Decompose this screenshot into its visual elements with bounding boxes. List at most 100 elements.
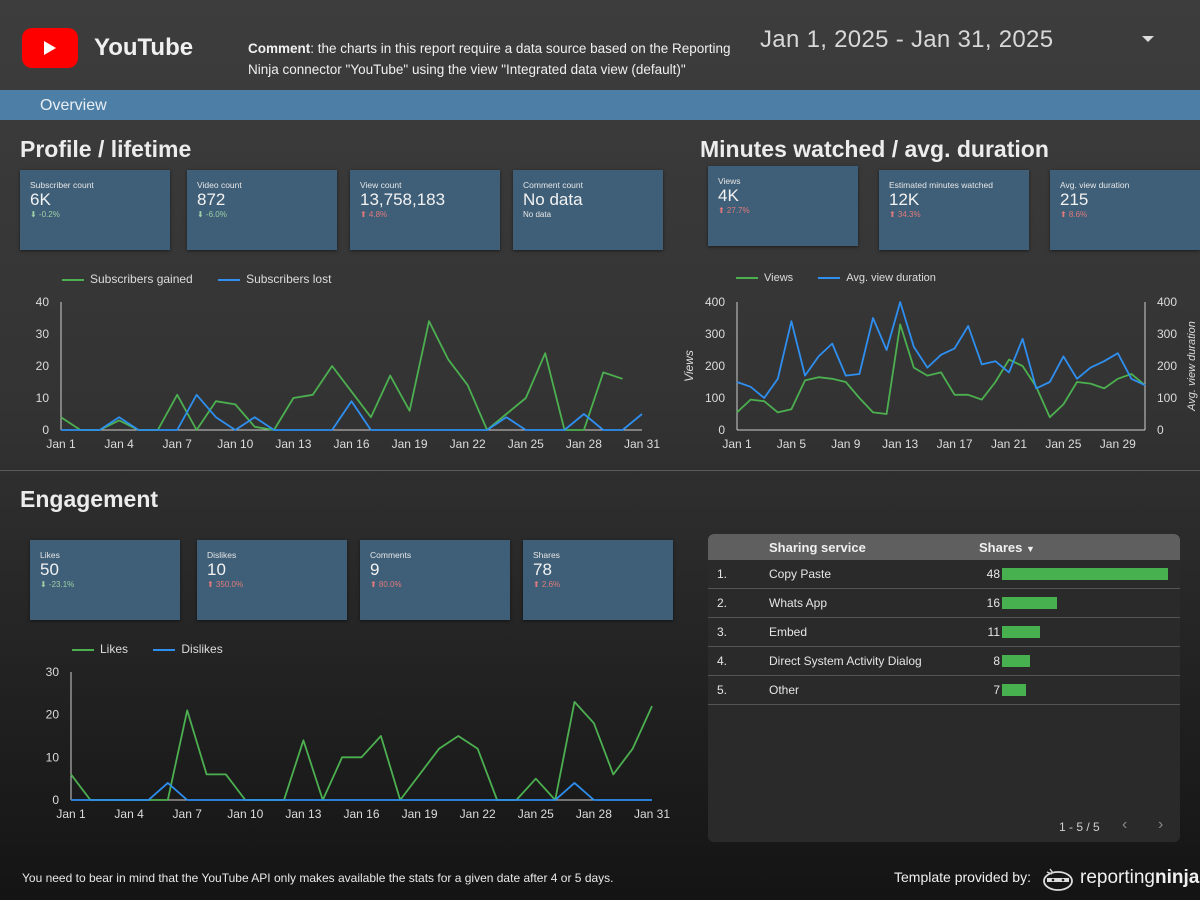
- x-tick-label: Jan 10: [217, 437, 253, 451]
- y-tick-label: 300: [705, 327, 725, 341]
- sort-desc-icon: ▼: [1026, 544, 1035, 554]
- scorecard-label: Estimated minutes watched: [889, 180, 993, 190]
- row-shares-bar: [1002, 626, 1041, 638]
- x-tick-label: Jan 22: [450, 437, 486, 451]
- table-row[interactable]: 1. Copy Paste 48: [708, 560, 1180, 589]
- column-header-shares[interactable]: Shares ▼: [979, 540, 1035, 555]
- chart-views-duration[interactable]: 0 0 100 100 200 200 300 300 400 400 Jan 1 Jan 5 Jan …: [676, 290, 1200, 460]
- template-credit: Template provided by:: [894, 869, 1031, 885]
- legend-swatch: [72, 648, 94, 651]
- table-row[interactable]: 4. Direct System Activity Dialog 8: [708, 647, 1180, 676]
- x-tick-label: Jan 25: [1045, 437, 1081, 451]
- scorecard-change: ⬆ 350.0%: [207, 580, 244, 589]
- scorecard-subscriber-count: Subscriber count 6K ⬇ -0.2%: [20, 170, 170, 250]
- row-service: Copy Paste: [769, 567, 832, 581]
- scorecard-value: 10: [207, 560, 226, 579]
- row-index: 1.: [717, 567, 728, 581]
- chart-subscribers[interactable]: 0 10 20 30 40 Jan 1 Jan 4 Jan 7 Jan 10 Jan 13 Jan …: [0, 290, 690, 460]
- x-tick-label: Jan 1: [46, 437, 76, 451]
- chevron-right-icon[interactable]: ›: [1158, 816, 1164, 833]
- legend-subscribers: Subscribers gained Subscribers lost: [62, 272, 353, 286]
- pagination-label: 1 - 5 / 5: [1059, 820, 1100, 834]
- scorecard-change: ⬆ 8.6%: [1060, 210, 1088, 219]
- nav-bar: [0, 90, 1200, 120]
- y2-tick-label: 400: [1157, 295, 1177, 309]
- y-tick-label: 200: [705, 359, 725, 373]
- scorecard-comments: Comments 9 ⬆ 80.0%: [360, 540, 510, 620]
- scorecard-value: 13,758,183: [360, 190, 446, 209]
- x-tick-label: Jan 19: [392, 437, 428, 451]
- x-tick-label: Jan 7: [163, 437, 193, 451]
- legend-item[interactable]: Subscribers lost: [218, 272, 331, 286]
- series-line-subscribers-lost: [61, 393, 643, 431]
- scorecard-label: View count: [360, 180, 402, 190]
- x-tick-label: Jan 31: [634, 807, 670, 821]
- scorecard-change: ⬆ 34.3%: [889, 210, 921, 219]
- row-index: 5.: [717, 683, 728, 697]
- table-row[interactable]: 5. Other 7: [708, 676, 1180, 705]
- scorecard-value: 12K: [889, 190, 920, 209]
- scorecard-value: 6K: [30, 190, 51, 209]
- scorecard-comment-count: Comment count No data No data: [513, 170, 663, 250]
- legend-swatch: [736, 277, 758, 280]
- x-tick-label: Jan 9: [831, 437, 861, 451]
- row-shares: 48: [986, 567, 1000, 581]
- row-shares-bar: [1002, 597, 1058, 609]
- y2-axis-title: Avg. view duration: [1186, 321, 1198, 412]
- y2-tick-label: 200: [1157, 359, 1177, 373]
- scorecard-views: Views 4K ⬆ 27.7%: [708, 166, 858, 246]
- x-tick-label: Jan 4: [104, 437, 134, 451]
- x-tick-label: Jan 13: [882, 437, 918, 451]
- x-tick-label: Jan 28: [576, 807, 612, 821]
- legend-item[interactable]: Likes: [72, 642, 128, 656]
- x-tick-label: Jan 22: [460, 807, 496, 821]
- scorecard-change: ⬆ 27.7%: [718, 206, 750, 215]
- section-title-engagement: Engagement: [20, 486, 159, 512]
- legend-item[interactable]: Avg. view duration: [818, 272, 936, 284]
- x-tick-label: Jan 16: [343, 807, 379, 821]
- comment-label: Comment: [248, 41, 311, 56]
- section-title-profile: Profile / lifetime: [20, 136, 192, 162]
- legend-item[interactable]: Dislikes: [153, 642, 223, 656]
- brand-title: YouTube: [94, 34, 194, 61]
- table-row[interactable]: 2. Whats App 16: [708, 589, 1180, 618]
- scorecard-shares: Shares 78 ⬆ 2.6%: [523, 540, 673, 620]
- tab-overview[interactable]: Overview: [40, 97, 107, 114]
- legend-item[interactable]: Subscribers gained: [62, 272, 193, 286]
- scorecard-label: Dislikes: [207, 550, 237, 560]
- sharing-table: [708, 534, 1180, 842]
- legend-item[interactable]: Views: [736, 272, 793, 284]
- x-tick-label: Jan 25: [508, 437, 544, 451]
- x-tick-label: Jan 13: [275, 437, 311, 451]
- y-tick-label: 0: [52, 793, 59, 807]
- scorecard-estimated-minutes: Estimated minutes watched 12K ⬆ 34.3%: [879, 170, 1029, 250]
- scorecard-view-count: View count 13,758,183 ⬆ 4.8%: [350, 170, 500, 250]
- series-line-subscribers-gained: [60, 320, 623, 431]
- row-index: 3.: [717, 625, 728, 639]
- date-range-picker[interactable]: Jan 1, 2025 - Jan 31, 2025: [760, 26, 1054, 53]
- reportingninja-logo-text: reportingninja: [1080, 867, 1199, 889]
- scorecard-value: 215: [1060, 190, 1089, 209]
- x-tick-label: Jan 1: [56, 807, 86, 821]
- y-tick-label: 30: [36, 327, 50, 341]
- chevron-left-icon[interactable]: ‹: [1122, 816, 1128, 833]
- scorecard-label: Comment count: [523, 180, 583, 190]
- series-line-views: [736, 323, 1146, 419]
- y-tick-label: 10: [36, 391, 50, 405]
- chart-likes-dislikes[interactable]: 0 10 20 30 Jan 1 Jan 4 Jan 7 Jan 10 Jan 13 Jan 16…: [0, 660, 690, 830]
- x-tick-label: Jan 4: [114, 807, 144, 821]
- x-tick-label: Jan 31: [624, 437, 660, 451]
- row-shares-bar: [1002, 684, 1027, 696]
- column-header-sharing-service[interactable]: Sharing service: [769, 540, 866, 555]
- scorecard-value: 50: [40, 560, 59, 579]
- row-shares: 16: [986, 596, 1000, 610]
- caret-down-icon[interactable]: [1142, 36, 1154, 42]
- y-tick-label: 20: [36, 359, 50, 373]
- row-shares: 8: [993, 654, 1000, 668]
- y2-tick-label: 0: [1157, 423, 1164, 437]
- legend-label: Avg. view duration: [846, 272, 936, 284]
- scorecard-likes: Likes 50 ⬇ -23.1%: [30, 540, 180, 620]
- scorecard-value: 9: [370, 560, 380, 579]
- x-tick-label: Jan 13: [285, 807, 321, 821]
- table-row[interactable]: 3. Embed 11: [708, 618, 1180, 647]
